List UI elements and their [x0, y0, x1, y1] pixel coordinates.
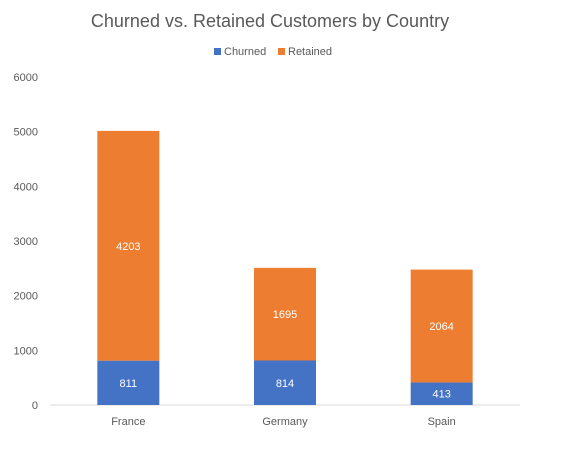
bar-data-label: 1695	[273, 309, 297, 321]
bar-retained-segment	[254, 267, 316, 361]
chart-title: Churned vs. Retained Customers by Countr…	[91, 11, 449, 31]
y-axis: 0 1000 2000 3000 4000 5000 6000	[14, 72, 38, 412]
bar-churned-segment	[410, 382, 473, 405]
bar-data-label: 814	[276, 378, 294, 390]
bars: 811 4203 814 1695 413 2064	[97, 130, 473, 405]
y-tick-label: 6000	[14, 72, 38, 84]
y-tick-label: 2000	[14, 291, 38, 303]
legend-label: Churned	[224, 46, 266, 58]
bar-retained-segment	[410, 269, 473, 383]
x-category-label: France	[111, 416, 145, 428]
legend-swatch-retained	[278, 48, 285, 55]
legend-swatch-churned	[214, 48, 221, 55]
y-tick-label: 3000	[14, 236, 38, 248]
bar-data-label: 413	[432, 389, 450, 401]
y-tick-label: 5000	[14, 127, 38, 139]
y-tick-label: 0	[32, 400, 38, 412]
y-tick-label: 4000	[14, 181, 38, 193]
legend: Churned Retained	[214, 46, 332, 58]
bar-churned-segment	[97, 360, 160, 405]
x-axis: France Germany Spain	[50, 404, 520, 428]
bar-data-label: 2064	[429, 321, 453, 333]
legend-label: Retained	[288, 46, 332, 58]
bar-retained-segment	[97, 130, 160, 361]
x-category-label: Germany	[262, 416, 308, 428]
x-category-label: Spain	[428, 416, 456, 428]
bar-churned-segment	[254, 360, 316, 405]
bar-data-label: 4203	[116, 241, 140, 253]
bar-data-label: 811	[120, 378, 138, 390]
y-tick-label: 1000	[14, 345, 38, 357]
